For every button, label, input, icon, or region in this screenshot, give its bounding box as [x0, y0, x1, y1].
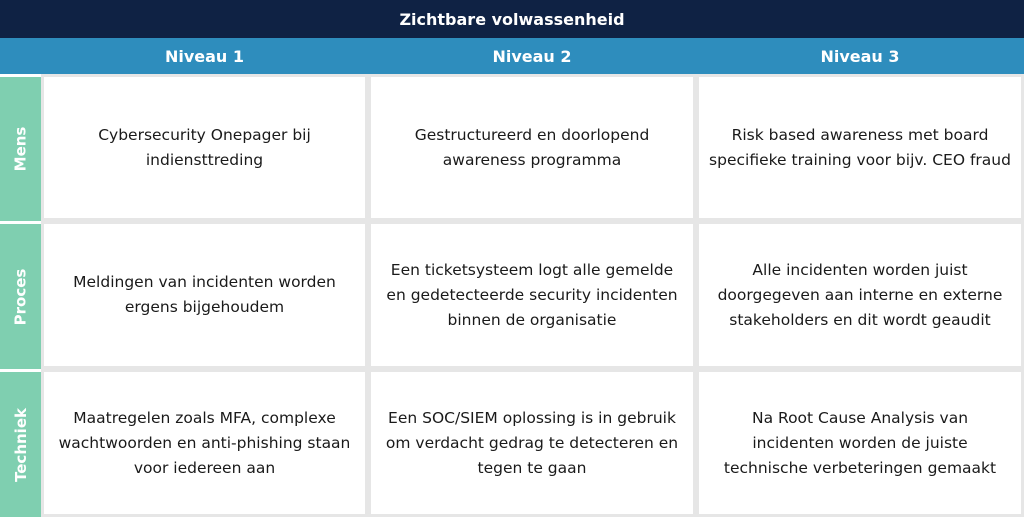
row-header-label: Techniek	[11, 407, 30, 482]
matrix-cell: Maatregelen zoals MFA, complexe wachtwoo…	[41, 369, 368, 517]
column-header-niveau-1: Niveau 1	[41, 38, 368, 74]
matrix-cell: Gestructureerd en doorlopend awareness p…	[368, 74, 696, 221]
matrix-cell: Een ticketsysteem logt alle gemelde en g…	[368, 221, 696, 369]
row-header-proces: Proces	[0, 221, 41, 369]
matrix-cell: Cybersecurity Onepager bij indiensttredi…	[41, 74, 368, 221]
matrix-cell: Alle incidenten worden juist doorgegeven…	[696, 221, 1024, 369]
header-corner	[0, 38, 41, 74]
matrix-title: Zichtbare volwassenheid	[0, 0, 1024, 38]
matrix-cell: Na Root Cause Analysis van incidenten wo…	[696, 369, 1024, 517]
column-header-niveau-2: Niveau 2	[368, 38, 696, 74]
row-header-label: Proces	[11, 268, 30, 325]
column-header-niveau-3: Niveau 3	[696, 38, 1024, 74]
row-header-mens: Mens	[0, 74, 41, 221]
row-header-techniek: Techniek	[0, 369, 41, 517]
matrix-cell: Een SOC/SIEM oplossing is in gebruik om …	[368, 369, 696, 517]
row-header-label: Mens	[11, 126, 30, 172]
matrix-cell: Meldingen van incidenten worden ergens b…	[41, 221, 368, 369]
matrix-cell: Risk based awareness met board specifiek…	[696, 74, 1024, 221]
